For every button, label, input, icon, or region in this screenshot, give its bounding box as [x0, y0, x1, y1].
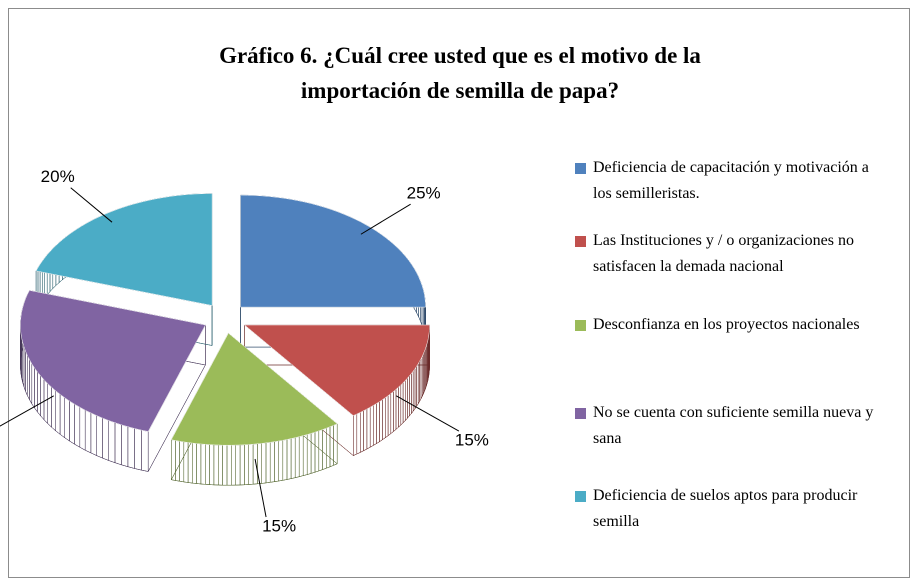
leader-line	[254, 458, 267, 518]
legend-item: No se cuenta con suficiente semilla nuev…	[575, 400, 883, 452]
data-label: 15%	[455, 431, 489, 450]
data-label: 25%	[407, 184, 441, 203]
slice	[243, 324, 430, 416]
leader-line	[70, 187, 113, 223]
slice	[20, 290, 206, 432]
legend-label: Desconfianza en los proyectos nacionales	[593, 316, 860, 333]
data-label: 20%	[41, 167, 75, 186]
legend-label: Las Instituciones y / o organizaciones n…	[593, 232, 854, 275]
legend-item: Deficiencia de suelos aptos para produci…	[575, 483, 883, 535]
legend-item: Deficiencia de capacitación y motivación…	[575, 155, 883, 207]
chart-frame	[8, 8, 910, 578]
legend-swatch	[575, 320, 586, 331]
legend-label: No se cuenta con suficiente semilla nuev…	[593, 404, 874, 447]
leader-line	[360, 203, 411, 235]
slice	[170, 332, 338, 446]
leader-line	[396, 395, 460, 432]
leader-line	[0, 395, 54, 427]
legend-swatch	[575, 408, 586, 419]
legend-item: Desconfianza en los proyectos nacionales	[575, 312, 883, 338]
legend-label: Deficiencia de capacitación y motivación…	[593, 159, 869, 202]
slice	[35, 193, 213, 306]
legend-item: Las Instituciones y / o organizaciones n…	[575, 228, 883, 280]
data-label: 15%	[262, 517, 296, 536]
legend-swatch	[575, 491, 586, 502]
legend-swatch	[575, 236, 586, 247]
chart-title: Gráfico 6. ¿Cuál cree usted que es el mo…	[219, 43, 701, 103]
legend-label: Deficiencia de suelos aptos para produci…	[593, 487, 858, 530]
legend-swatch	[575, 163, 586, 174]
